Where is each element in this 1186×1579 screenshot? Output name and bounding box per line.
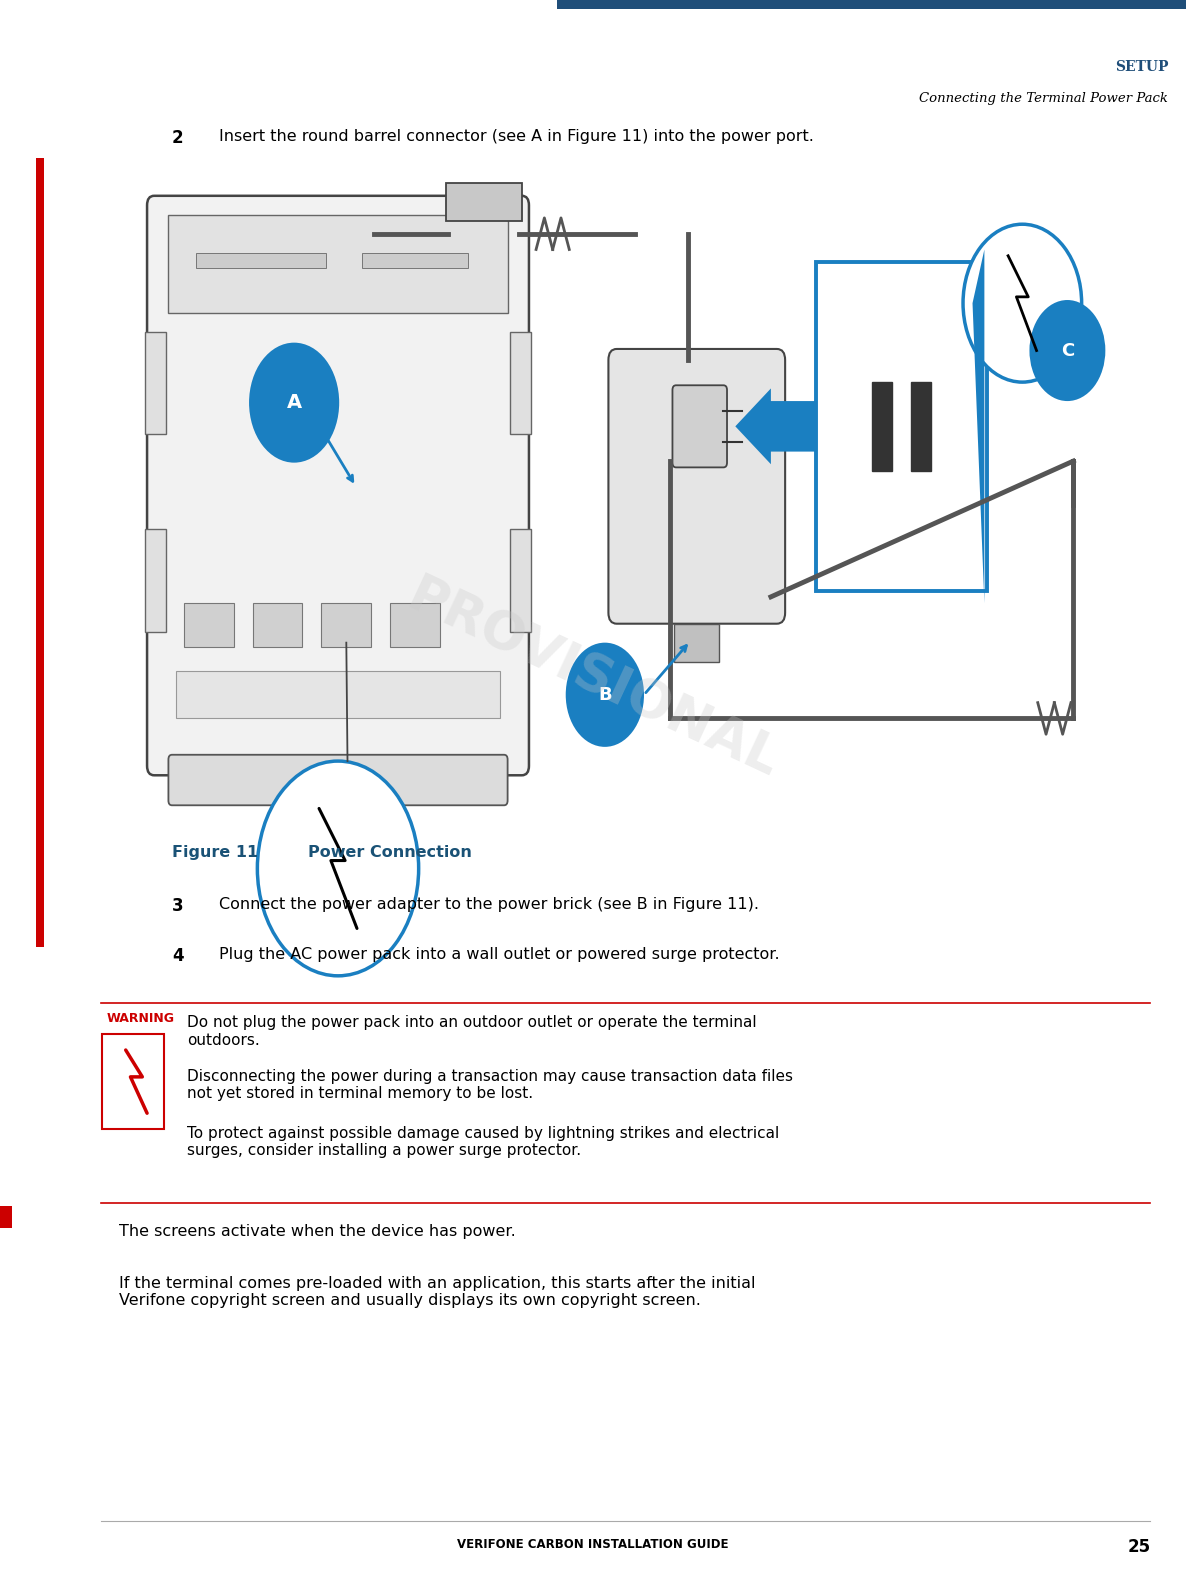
- Circle shape: [249, 343, 339, 463]
- Text: VERIFONE CARBON INSTALLATION GUIDE: VERIFONE CARBON INSTALLATION GUIDE: [458, 1538, 728, 1551]
- FancyBboxPatch shape: [253, 603, 302, 647]
- FancyBboxPatch shape: [102, 1034, 164, 1129]
- FancyBboxPatch shape: [557, 0, 1186, 9]
- FancyBboxPatch shape: [362, 253, 468, 268]
- Text: If the terminal comes pre-loaded with an application, this starts after the init: If the terminal comes pre-loaded with an…: [119, 1276, 755, 1309]
- Text: Figure 11: Figure 11: [172, 845, 259, 859]
- Text: Disconnecting the power during a transaction may cause transaction data files
no: Disconnecting the power during a transac…: [187, 1069, 793, 1102]
- Text: Do not plug the power pack into an outdoor outlet or operate the terminal
outdoo: Do not plug the power pack into an outdo…: [187, 1015, 757, 1048]
- Text: The screens activate when the device has power.: The screens activate when the device has…: [119, 1224, 516, 1238]
- Text: WARNING: WARNING: [107, 1012, 174, 1025]
- Text: To protect against possible damage caused by lightning strikes and electrical
su: To protect against possible damage cause…: [187, 1126, 779, 1159]
- FancyBboxPatch shape: [145, 332, 166, 434]
- FancyBboxPatch shape: [168, 215, 508, 313]
- Text: Plug the AC power pack into a wall outlet or powered surge protector.: Plug the AC power pack into a wall outle…: [219, 947, 780, 962]
- FancyBboxPatch shape: [911, 382, 931, 471]
- FancyBboxPatch shape: [608, 349, 785, 624]
- FancyBboxPatch shape: [184, 603, 234, 647]
- FancyBboxPatch shape: [672, 385, 727, 467]
- FancyBboxPatch shape: [674, 624, 719, 662]
- Text: 3: 3: [172, 897, 184, 914]
- FancyBboxPatch shape: [176, 671, 500, 718]
- Text: C: C: [1060, 341, 1075, 360]
- Text: 25: 25: [1128, 1538, 1150, 1555]
- Text: Insert the round barrel connector (see A in Figure 11) into the power port.: Insert the round barrel connector (see A…: [219, 129, 815, 144]
- Text: Power Connection: Power Connection: [308, 845, 472, 859]
- Text: SETUP: SETUP: [1115, 60, 1168, 74]
- FancyArrow shape: [735, 388, 816, 464]
- FancyBboxPatch shape: [196, 253, 326, 268]
- Circle shape: [566, 643, 644, 747]
- FancyBboxPatch shape: [0, 1206, 12, 1228]
- Polygon shape: [973, 249, 984, 603]
- Text: Connecting the Terminal Power Pack: Connecting the Terminal Power Pack: [919, 92, 1168, 104]
- FancyBboxPatch shape: [147, 196, 529, 775]
- Text: A: A: [287, 393, 301, 412]
- Circle shape: [257, 761, 419, 976]
- Text: 4: 4: [172, 947, 184, 965]
- Text: Connect the power adapter to the power brick (see B in Figure 11).: Connect the power adapter to the power b…: [219, 897, 759, 911]
- Text: B: B: [598, 685, 612, 704]
- FancyBboxPatch shape: [145, 529, 166, 632]
- FancyBboxPatch shape: [872, 382, 892, 471]
- Circle shape: [963, 224, 1082, 382]
- FancyBboxPatch shape: [168, 755, 508, 805]
- FancyBboxPatch shape: [510, 529, 531, 632]
- FancyBboxPatch shape: [510, 332, 531, 434]
- FancyBboxPatch shape: [816, 262, 987, 591]
- FancyBboxPatch shape: [390, 603, 440, 647]
- Text: 2: 2: [172, 129, 184, 147]
- Circle shape: [1029, 300, 1105, 401]
- FancyBboxPatch shape: [321, 603, 371, 647]
- FancyBboxPatch shape: [446, 183, 522, 221]
- FancyBboxPatch shape: [36, 158, 44, 947]
- Text: PROVISIONAL: PROVISIONAL: [398, 570, 788, 788]
